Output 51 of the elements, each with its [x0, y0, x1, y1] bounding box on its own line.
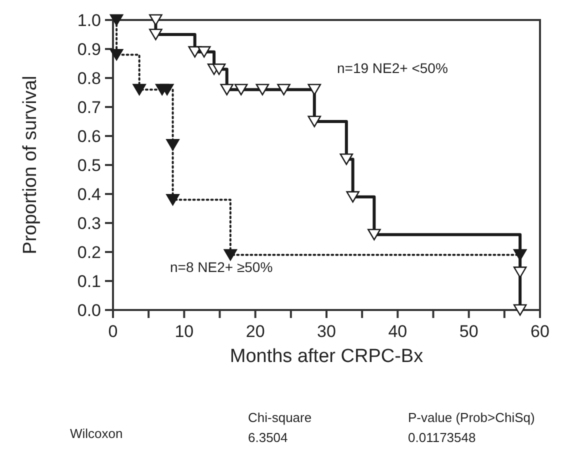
point — [149, 14, 162, 26]
x-tick-label: 10 — [174, 322, 194, 341]
point — [188, 46, 202, 58]
text: 6.3504 — [248, 430, 288, 445]
text: P-value (Prob>ChiSq) — [408, 410, 535, 425]
y-tick-label: 0.1 — [77, 272, 101, 291]
y-tick-label: 1.0 — [77, 11, 101, 30]
text: 0.01173548 — [408, 430, 476, 445]
point — [110, 49, 124, 61]
point — [166, 138, 180, 150]
point — [346, 191, 360, 203]
point — [308, 116, 322, 128]
y-tick-label: 0.2 — [77, 243, 101, 262]
point — [308, 84, 322, 96]
x-tick-label: 30 — [317, 322, 336, 341]
point — [368, 228, 381, 240]
text: Chi-square — [248, 410, 312, 425]
point — [166, 194, 180, 206]
x-axis-title: Months after CRPC-Bx — [230, 346, 424, 367]
point — [277, 84, 290, 96]
series-label: n=19 NE2+ <50% — [337, 60, 448, 76]
x-tick-label: 60 — [530, 322, 550, 341]
point — [513, 249, 527, 261]
y-tick-label: 0.7 — [77, 98, 101, 117]
x-tick-label: 50 — [459, 322, 478, 341]
point — [149, 28, 162, 40]
y-tick-label: 0.6 — [77, 127, 101, 146]
y-tick-label: 0.8 — [77, 69, 101, 88]
point — [234, 84, 248, 96]
series-label: n=8 NE2+ ≥50% — [170, 259, 273, 275]
x-tick-label: 20 — [246, 322, 265, 341]
point — [256, 84, 270, 96]
point — [212, 64, 226, 76]
point — [197, 46, 211, 58]
y-tick-label: 0.3 — [77, 214, 101, 233]
text: Wilcoxon — [70, 426, 123, 441]
point — [224, 249, 238, 261]
point — [220, 84, 234, 96]
point — [513, 304, 527, 316]
y-tick-label: 0.5 — [77, 156, 101, 175]
x-tick-label: 40 — [388, 322, 408, 341]
point — [110, 14, 124, 26]
y-tick-label: 0.0 — [77, 301, 101, 320]
x-tick-label: 0 — [108, 322, 118, 341]
point — [160, 84, 174, 96]
point — [513, 266, 527, 278]
y-tick-label: 0.4 — [77, 185, 101, 204]
point — [340, 153, 354, 165]
point — [132, 84, 146, 96]
y-tick-label: 0.9 — [77, 40, 101, 59]
y-axis-title: Proportion of survival — [20, 76, 41, 254]
